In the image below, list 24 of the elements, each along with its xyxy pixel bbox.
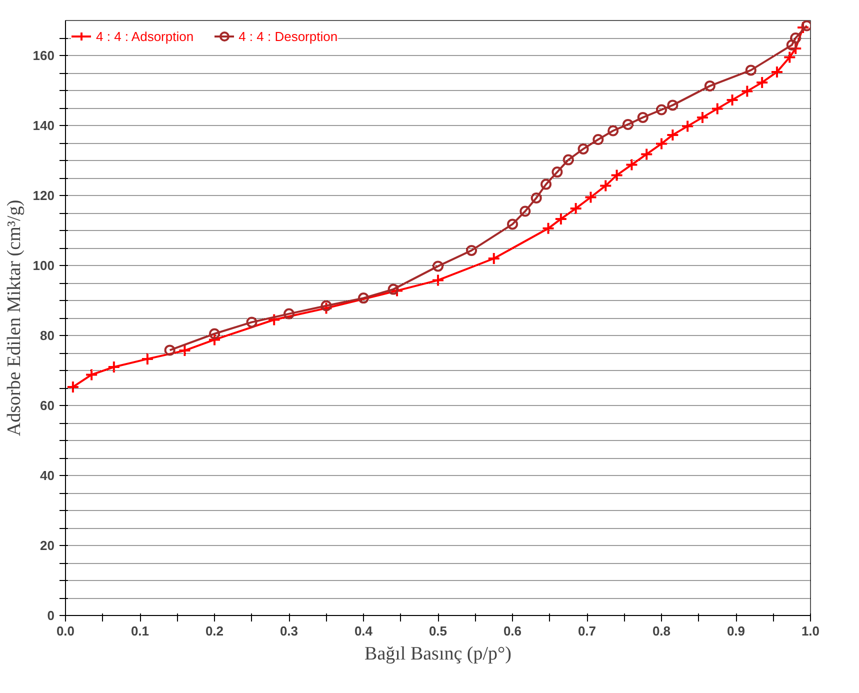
x-tick-label: 0.8 (652, 624, 671, 638)
y-tick-label: 60 (40, 398, 55, 413)
x-tick-label: 0.2 (205, 624, 224, 638)
x-tick-label: 0.9 (726, 624, 746, 638)
y-tick-label: 120 (32, 188, 55, 203)
x-tick-label: 0.1 (130, 624, 150, 638)
x-tick-label: 0.5 (428, 624, 448, 638)
x-tick-label: 0.0 (56, 624, 75, 638)
x-tick-label: 0.4 (354, 624, 374, 638)
y-tick-label: 40 (40, 468, 55, 483)
x-tick-label: 0.3 (280, 624, 298, 638)
y-tick-label: 0 (47, 608, 55, 623)
y-tick-label: 80 (40, 328, 55, 343)
legend-label: 4 : 4 : Adsorption (96, 28, 194, 44)
x-tick-label: 0.7 (578, 624, 596, 638)
y-axis-title: Adsorbe Edilen Miktar (cm³/g) (4, 200, 25, 436)
y-tick-label: 140 (32, 118, 55, 133)
x-tick-label: 1.0 (801, 624, 820, 638)
y-tick-label: 100 (32, 258, 55, 273)
legend-label: 4 : 4 : Desorption (238, 28, 338, 44)
x-axis-title: Bağıl Basınç (p/p°) (364, 644, 512, 664)
y-tick-label: 20 (40, 538, 55, 553)
y-tick-label: 160 (32, 48, 55, 63)
x-tick-label: 0.6 (503, 624, 522, 638)
